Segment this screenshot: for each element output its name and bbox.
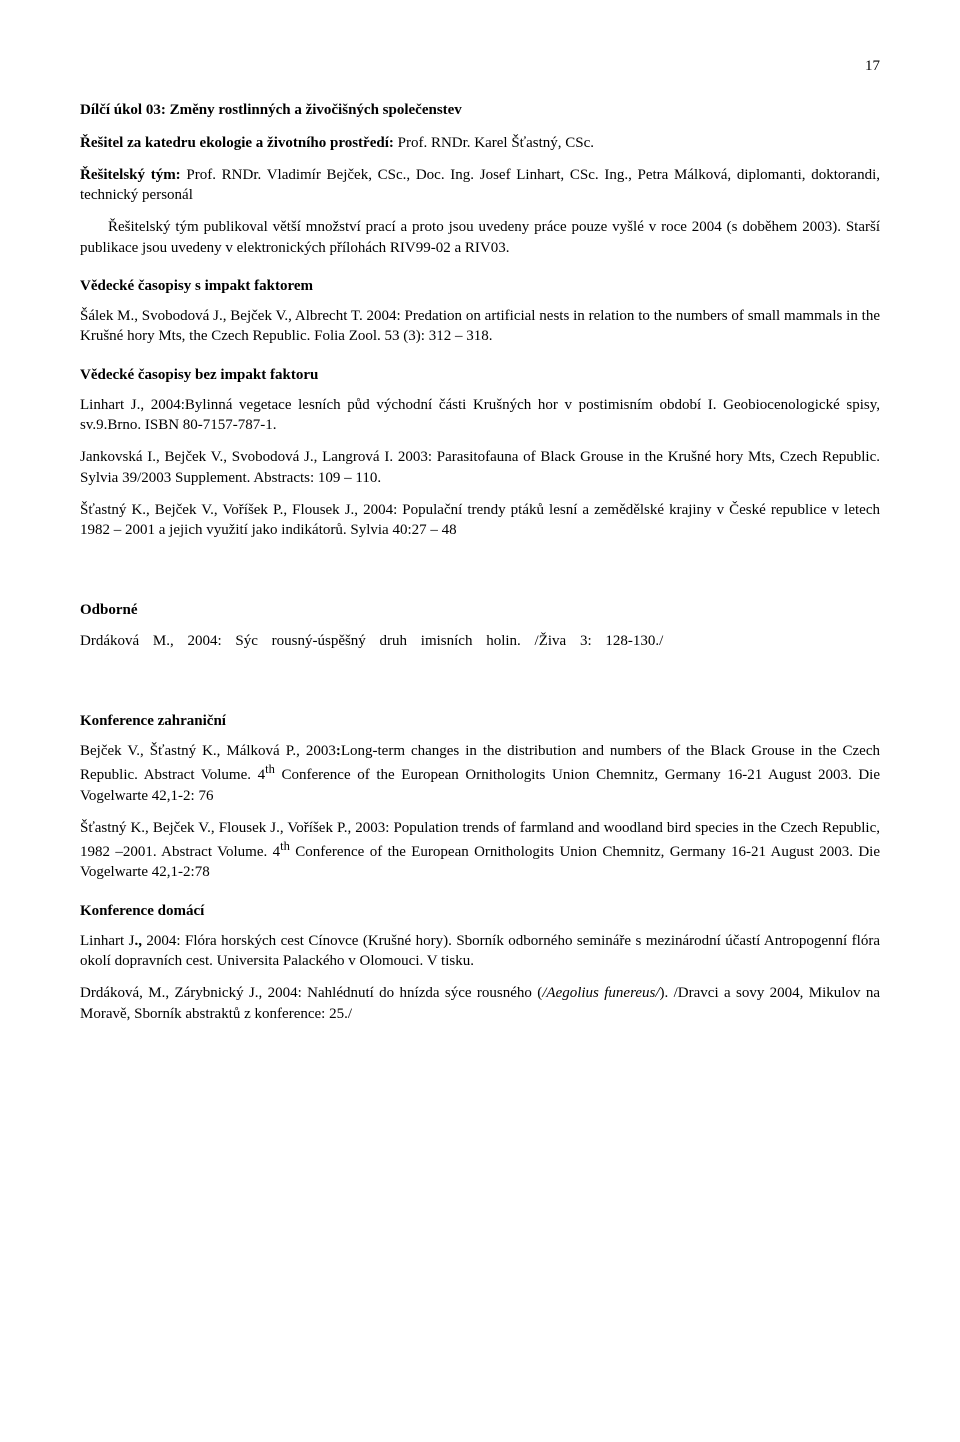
entry-stastny-2: Šťastný K., Bejček V., Flousek J., Voříš… bbox=[80, 818, 880, 883]
entry-linhart-2: Linhart J., 2004: Flóra horských cest Cí… bbox=[80, 931, 880, 972]
entry-drdakova-2-pre: Drdáková, M., Zárybnický J., 2004: Nahlé… bbox=[80, 985, 542, 1001]
ordinal-suffix: th bbox=[265, 762, 275, 776]
resitel-label: Řešitel za katedru ekologie a životního … bbox=[80, 135, 394, 151]
heading-no-impact-factor: Vědecké časopisy bez impakt faktoru bbox=[80, 365, 880, 385]
section-title: Dílčí úkol 03: Změny rostlinných a živoč… bbox=[80, 100, 880, 120]
entry-drdakova-2-italic: /Aegolius funereus/ bbox=[542, 985, 659, 1001]
heading-conference-foreign: Konference zahraniční bbox=[80, 711, 880, 731]
team-line: Řešitelský tým: Prof. RNDr. Vladimír Bej… bbox=[80, 165, 880, 206]
heading-impact-factor: Vědecké časopisy s impakt faktorem bbox=[80, 276, 880, 296]
entry-linhart-2-post: 2004: Flóra horských cest Cínovce (Krušn… bbox=[80, 933, 880, 969]
spacer bbox=[80, 663, 880, 693]
team-value: Prof. RNDr. Vladimír Bejček, CSc., Doc. … bbox=[80, 167, 880, 203]
spacer bbox=[80, 552, 880, 582]
resitel-line: Řešitel za katedru ekologie a životního … bbox=[80, 133, 880, 153]
entry-bejcek: Bejček V., Šťastný K., Málková P., 2003:… bbox=[80, 741, 880, 806]
entry-jankovska: Jankovská I., Bejček V., Svobodová J., L… bbox=[80, 447, 880, 488]
page-number: 17 bbox=[80, 56, 880, 76]
entry-drdakova-1: Drdáková M., 2004: Sýc rousný-úspěšný dr… bbox=[80, 631, 880, 651]
heading-odborne: Odborné bbox=[80, 600, 880, 620]
entry-linhart-2-pre: Linhart J bbox=[80, 933, 134, 949]
entry-linhart-1: Linhart J., 2004:Bylinná vegetace lesníc… bbox=[80, 395, 880, 436]
ordinal-suffix: th bbox=[280, 839, 290, 853]
entry-bejcek-pre: Bejček V., Šťastný K., Málková P., 2003 bbox=[80, 743, 336, 759]
entry-drdakova-2: Drdáková, M., Zárybnický J., 2004: Nahlé… bbox=[80, 983, 880, 1024]
entry-salek: Šálek M., Svobodová J., Bejček V., Albre… bbox=[80, 306, 880, 347]
heading-conference-domestic: Konference domácí bbox=[80, 901, 880, 921]
resitel-value: Prof. RNDr. Karel Šťastný, CSc. bbox=[394, 135, 594, 151]
entry-stastny-1: Šťastný K., Bejček V., Voříšek P., Flous… bbox=[80, 500, 880, 541]
intro-paragraph: Řešitelský tým publikoval větší množství… bbox=[80, 217, 880, 258]
team-label: Řešitelský tým: bbox=[80, 167, 181, 183]
entry-linhart-2-bold: ., bbox=[134, 933, 142, 949]
